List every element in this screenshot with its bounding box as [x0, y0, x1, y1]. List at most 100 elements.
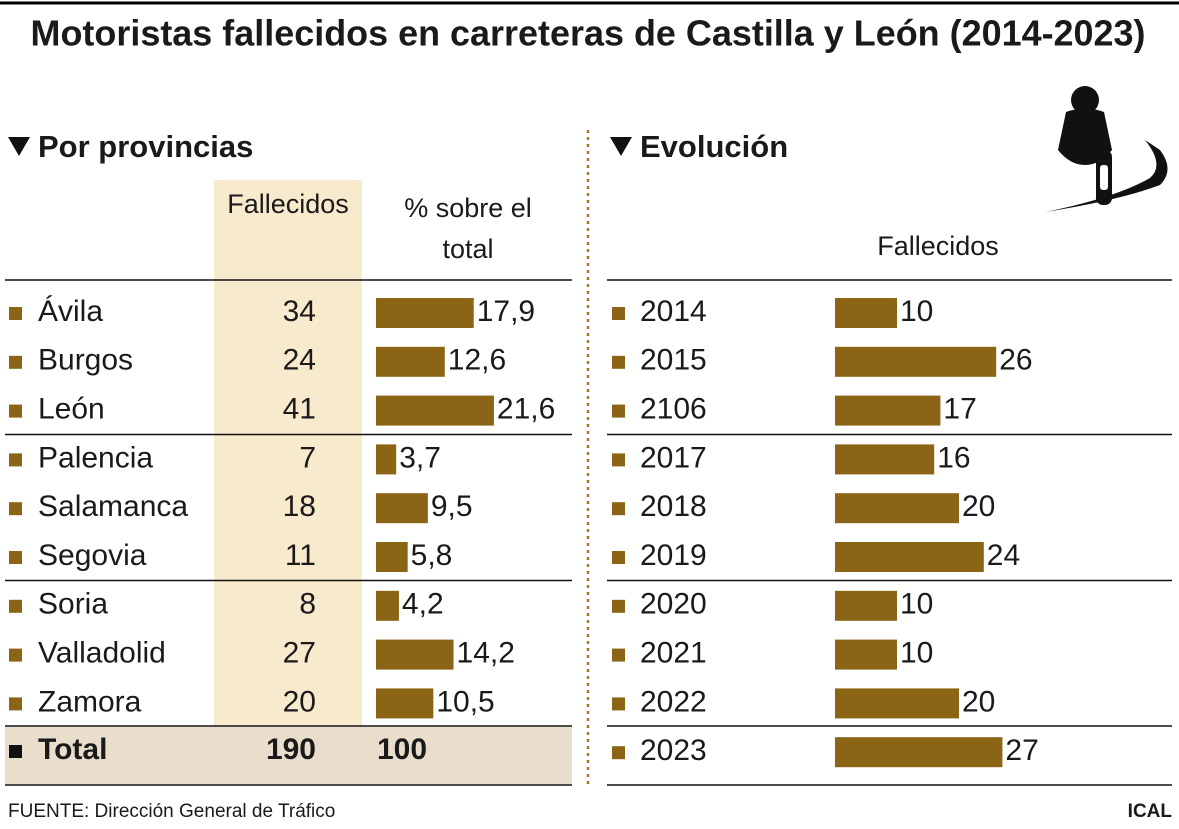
category-label: Ávila — [38, 295, 103, 328]
bullet — [9, 599, 22, 613]
total-label: Total — [38, 733, 107, 766]
bullet — [612, 551, 625, 564]
bullet — [612, 307, 625, 320]
bullet — [612, 404, 625, 418]
value-label: 3,7 — [399, 441, 441, 474]
category-label: 2015 — [640, 344, 707, 377]
category-label: 2022 — [640, 685, 707, 718]
bullet — [9, 551, 22, 564]
total-row-bg — [5, 727, 572, 784]
category-label: Palencia — [38, 441, 153, 474]
bullet — [9, 307, 22, 320]
category-label: Soria — [38, 588, 108, 621]
value-label: 10 — [900, 588, 933, 621]
value-label: 10,5 — [436, 685, 494, 718]
bar — [376, 298, 474, 328]
value-label: 5,8 — [411, 539, 453, 572]
bar — [376, 590, 399, 621]
count-label: 18 — [283, 490, 316, 523]
bullet — [612, 355, 625, 369]
value-label: 26 — [999, 344, 1032, 377]
column-header: Fallecidos — [877, 231, 999, 261]
count-label: 11 — [285, 539, 316, 572]
category-label: 2020 — [640, 588, 707, 621]
bar — [376, 444, 397, 475]
value-label: 10 — [900, 637, 933, 670]
value-label: 17,9 — [477, 295, 535, 328]
total-count: 190 — [266, 733, 316, 766]
bullet — [612, 697, 625, 711]
bullet — [9, 745, 22, 758]
bar — [376, 493, 428, 524]
category-label: 2019 — [640, 539, 707, 572]
bar — [376, 639, 454, 670]
category-label: Valladolid — [38, 637, 166, 670]
count-label: 27 — [283, 637, 316, 670]
value-label: 9,5 — [431, 490, 473, 523]
count-label: 24 — [283, 344, 316, 377]
bullet — [612, 502, 625, 516]
bar — [835, 590, 897, 621]
page-title: Motoristas fallecidos en carreteras de C… — [31, 13, 1146, 54]
source: FUENTE: Dirección General de Tráfico — [8, 801, 335, 822]
bar — [835, 346, 997, 377]
section-title: Evolución — [640, 129, 788, 164]
bar — [835, 444, 935, 475]
bar — [376, 542, 408, 572]
category-label: Zamora — [38, 685, 142, 718]
category-label: 2017 — [640, 441, 707, 474]
triangle-icon — [610, 137, 632, 156]
bullet — [9, 697, 22, 711]
column-highlight — [214, 180, 362, 726]
count-label: 7 — [299, 441, 316, 474]
value-label: 10 — [900, 295, 933, 328]
category-label: 2106 — [640, 393, 707, 426]
bullet — [9, 648, 22, 662]
value-label: 16 — [937, 441, 970, 474]
bullet — [612, 453, 625, 467]
category-label: 2023 — [640, 734, 707, 767]
column-header: Fallecidos — [227, 189, 349, 219]
bullet — [9, 502, 22, 516]
bar — [835, 639, 897, 670]
value-label: 17 — [943, 393, 976, 426]
count-label: 34 — [283, 295, 316, 328]
column-header: % sobre el total — [404, 193, 532, 264]
category-label: Burgos — [38, 344, 133, 377]
bullet — [9, 404, 22, 418]
category-label: 2014 — [640, 295, 707, 328]
bullet — [9, 453, 22, 467]
value-label: 20 — [962, 490, 995, 523]
bar — [835, 737, 1003, 768]
bar — [376, 346, 445, 377]
bar — [835, 493, 959, 524]
moto-icon — [1045, 86, 1168, 212]
triangle-icon — [8, 137, 30, 156]
bar — [376, 395, 494, 426]
category-label: Segovia — [38, 539, 147, 572]
value-label: 20 — [962, 685, 995, 718]
value-label: 27 — [1005, 734, 1038, 767]
count-label: 8 — [299, 588, 316, 621]
bullet — [9, 355, 22, 369]
count-label: 41 — [283, 393, 316, 426]
value-label: 24 — [987, 539, 1020, 572]
bullet — [612, 648, 625, 662]
count-label: 20 — [283, 685, 316, 718]
bar — [835, 542, 984, 572]
bar — [835, 298, 897, 328]
bar — [835, 688, 959, 719]
category-label: 2021 — [640, 637, 707, 670]
total-percent: 100 — [377, 733, 427, 766]
category-label: León — [38, 393, 105, 426]
value-label: 14,2 — [457, 637, 515, 670]
value-label: 21,6 — [497, 393, 555, 426]
value-label: 4,2 — [402, 588, 444, 621]
bar — [376, 688, 434, 719]
bar — [835, 395, 941, 426]
bullet — [612, 746, 625, 760]
value-label: 12,6 — [448, 344, 506, 377]
credit: ICAL — [1128, 801, 1173, 822]
